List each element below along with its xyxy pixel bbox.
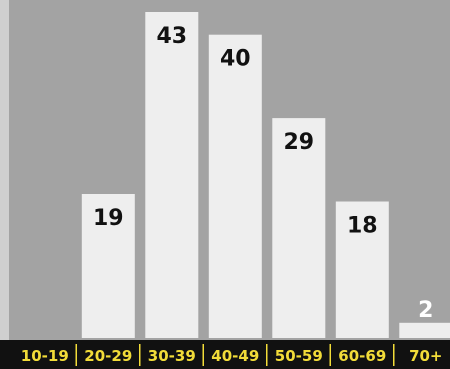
bars-group: 19 43 40 29 18 2 [81,12,450,338]
category-separator [75,344,77,366]
category-labels-group: 10-19 20-29 30-39 40-49 50-59 60-69 70+ [21,344,443,366]
bar-value-label-70+: 2 [418,298,433,323]
bar-value-label-60-69: 18 [347,214,378,239]
category-separator [202,344,204,366]
category-label-30-39: 30-39 [148,347,196,365]
category-separator [266,344,268,366]
category-label-20-29: 20-29 [84,347,132,365]
bar-50-59 [272,118,326,338]
category-label-10-19: 10-19 [21,347,69,365]
category-separator [139,344,141,366]
bar-60-69 [335,201,389,338]
bar-value-label-20-29: 19 [93,206,124,231]
category-label-60-69: 60-69 [338,347,386,365]
bar-70+ [399,322,450,338]
category-label-50-59: 50-59 [275,347,323,365]
bar-20-29 [81,194,135,338]
bar-value-label-40-49: 40 [220,47,251,72]
category-label-70+: 70+ [409,347,442,365]
category-band [0,340,450,369]
bar-40-49 [208,34,262,338]
category-label-40-49: 40-49 [211,347,259,365]
category-separator [329,344,331,366]
bar-value-label-50-59: 29 [283,130,314,155]
left-edge-band [0,0,9,340]
bar-30-39 [145,12,199,338]
bar-value-label-30-39: 43 [156,24,187,49]
category-separator [393,344,395,366]
